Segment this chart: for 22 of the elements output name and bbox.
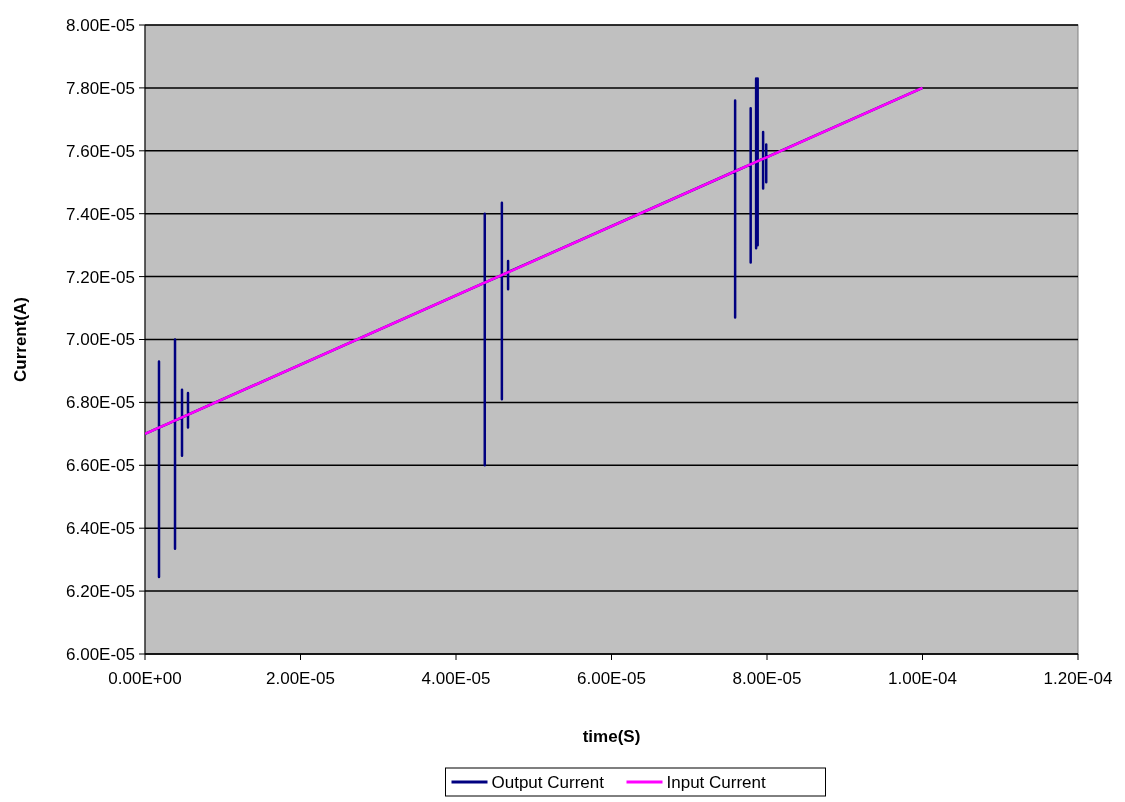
legend-label: Output Current: [491, 772, 605, 792]
x-tick-label: 0.00E+00: [108, 669, 182, 688]
y-tick-label: 7.40E-05: [66, 204, 135, 224]
x-axis-title: time(S): [582, 727, 641, 746]
y-tick-label: 7.00E-05: [66, 330, 135, 350]
y-tick-label: 8.00E-05: [66, 15, 135, 35]
x-tick-label: 2.00E-05: [266, 669, 335, 688]
y-tick-label: 6.80E-05: [66, 393, 135, 413]
y-tick-label: 6.60E-05: [66, 456, 135, 476]
x-tick-label: 1.20E-04: [1043, 669, 1113, 688]
legend-label: Input Current: [666, 772, 766, 792]
x-tick-label: 1.00E-04: [888, 669, 957, 688]
y-tick-label: 6.40E-05: [66, 519, 135, 539]
x-tick-label: 6.00E-05: [577, 669, 646, 688]
y-tick-label: 7.60E-05: [66, 141, 135, 161]
y-tick-label: 7.20E-05: [66, 267, 135, 287]
y-tick-label: 7.80E-05: [66, 78, 135, 98]
x-tick-label: 4.00E-05: [421, 669, 491, 688]
y-tick-label: 6.00E-05: [66, 644, 135, 664]
x-tick-label: 8.00E-05: [732, 669, 802, 688]
y-axis-title: Current(A): [11, 297, 30, 382]
y-tick-label: 6.20E-05: [66, 582, 135, 602]
